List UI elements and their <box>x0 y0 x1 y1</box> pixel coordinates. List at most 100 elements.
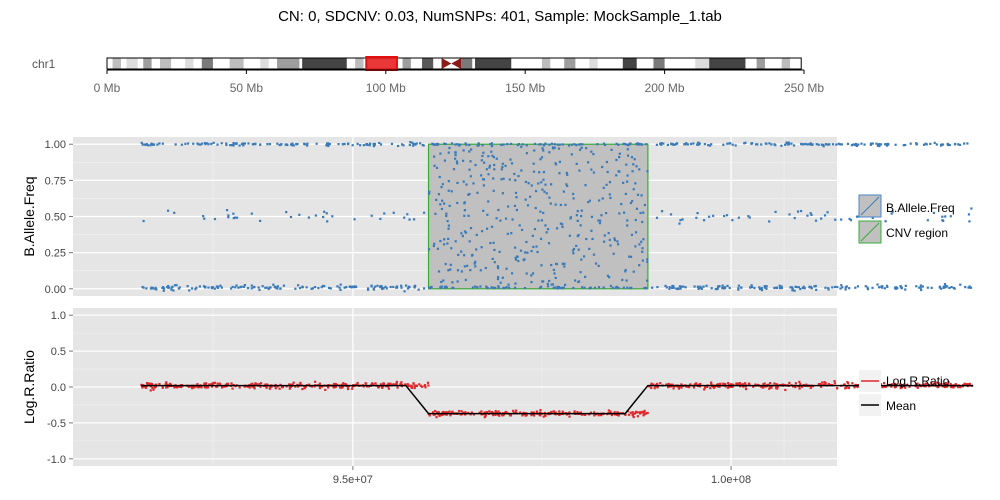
baf-point <box>947 143 949 145</box>
baf-point <box>467 215 469 217</box>
baf-point <box>823 145 825 147</box>
baf-point <box>544 142 546 144</box>
baf-point <box>618 171 620 173</box>
baf-point <box>207 143 209 145</box>
baf-point <box>856 216 858 218</box>
baf-point <box>542 179 544 181</box>
baf-point <box>454 151 456 153</box>
baf-point <box>646 258 648 260</box>
baf-point <box>451 281 453 283</box>
baf-point <box>812 143 814 145</box>
baf-point <box>497 278 499 280</box>
baf-point <box>885 220 887 222</box>
baf-point <box>337 143 339 145</box>
baf-point <box>839 287 841 289</box>
baf-point <box>390 286 392 288</box>
baf-point <box>623 212 625 214</box>
baf-point <box>493 249 495 251</box>
ideogram-band <box>403 58 411 69</box>
baf-point <box>203 218 205 220</box>
lrr-point <box>480 410 482 412</box>
baf-point <box>379 218 381 220</box>
baf-point <box>401 143 403 145</box>
baf-point <box>627 148 629 150</box>
baf-point <box>749 286 751 288</box>
lrr-point <box>521 414 523 416</box>
baf-point <box>565 183 567 185</box>
baf-point <box>915 285 917 287</box>
baf-point <box>535 245 537 247</box>
baf-point <box>463 181 465 183</box>
baf-point <box>774 144 776 146</box>
baf-point <box>636 208 638 210</box>
baf-point <box>437 248 439 250</box>
lrr-point <box>396 387 398 389</box>
lrr-point <box>784 389 786 391</box>
baf-point <box>634 158 636 160</box>
baf-point <box>635 231 637 233</box>
baf-point <box>954 288 956 290</box>
baf-point <box>581 143 583 145</box>
lrr-point <box>488 410 490 412</box>
lrr-point <box>414 387 416 389</box>
baf-point <box>162 143 164 145</box>
baf-point <box>258 286 260 288</box>
baf-point <box>950 215 952 217</box>
baf-point <box>469 269 471 271</box>
baf-point <box>838 143 840 145</box>
lrr-point <box>963 383 965 385</box>
baf-point <box>485 285 487 287</box>
baf-point <box>773 287 775 289</box>
baf-point <box>301 286 303 288</box>
baf-point <box>554 143 556 145</box>
baf-point <box>766 285 768 287</box>
baf-point <box>548 242 550 244</box>
baf-point <box>818 144 820 146</box>
lrr-point <box>396 383 398 385</box>
baf-point <box>347 142 349 144</box>
baf-point <box>456 162 458 164</box>
baf-point <box>540 264 542 266</box>
baf-point <box>573 248 575 250</box>
baf-point <box>491 145 493 147</box>
baf-point <box>227 216 229 218</box>
lrr-point <box>427 384 429 386</box>
baf-point <box>418 289 420 291</box>
baf-point <box>678 223 680 225</box>
lrr-point <box>439 414 441 416</box>
baf-point <box>485 267 487 269</box>
baf-point <box>534 143 536 145</box>
baf-point <box>440 281 442 283</box>
baf-point <box>454 143 456 145</box>
baf-point <box>167 287 169 289</box>
baf-point <box>875 143 877 145</box>
baf-point <box>609 239 611 241</box>
baf-point <box>941 216 943 218</box>
lrr-point <box>952 386 954 388</box>
y-tick-label: 0.75 <box>45 175 66 187</box>
baf-point <box>505 218 507 220</box>
baf-point <box>601 166 603 168</box>
baf-point <box>581 147 583 149</box>
baf-point <box>593 171 595 173</box>
lrr-point <box>775 386 777 388</box>
baf-point <box>610 285 612 287</box>
baf-point <box>493 168 495 170</box>
baf-point <box>507 284 509 286</box>
baf-point <box>524 287 526 289</box>
baf-point <box>603 187 605 189</box>
lrr-point <box>165 381 167 383</box>
baf-point <box>509 158 511 160</box>
baf-point <box>558 172 560 174</box>
baf-point <box>444 159 446 161</box>
baf-point <box>620 203 622 205</box>
baf-point <box>622 182 624 184</box>
baf-point <box>321 286 323 288</box>
baf-point <box>940 144 942 146</box>
baf-point <box>598 199 600 201</box>
baf-point <box>456 202 458 204</box>
baf-point <box>841 143 843 145</box>
lrr-point <box>695 382 697 384</box>
baf-point <box>400 285 402 287</box>
baf-point <box>886 145 888 147</box>
